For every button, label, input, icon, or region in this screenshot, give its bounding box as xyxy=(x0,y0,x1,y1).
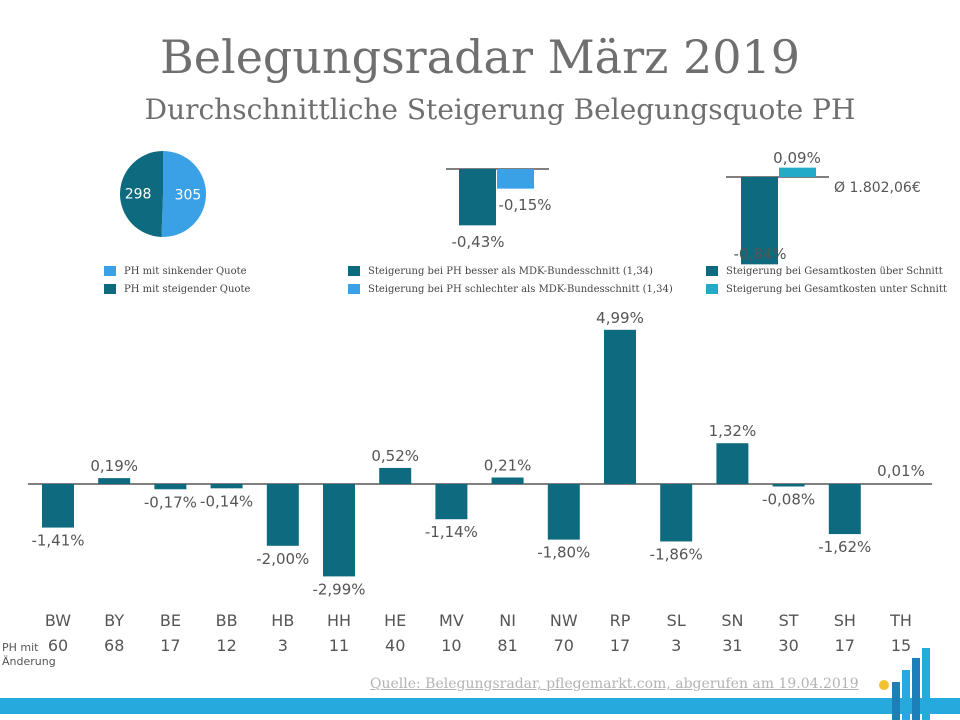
category-label: NW xyxy=(550,611,578,630)
bar-value-label: 1,32% xyxy=(709,422,757,440)
ph-count: 17 xyxy=(835,636,855,655)
category-label: SH xyxy=(834,611,856,630)
ph-count: 3 xyxy=(278,636,288,655)
bar-value-label: -1,14% xyxy=(425,523,478,541)
bar xyxy=(828,484,861,535)
kosten-bar xyxy=(779,167,816,177)
bar-value-label: 0,21% xyxy=(484,457,532,475)
category-label: NI xyxy=(499,611,516,630)
bar xyxy=(266,484,299,546)
category-label: BB xyxy=(216,611,238,630)
bar-value-label: -1,62% xyxy=(818,538,871,556)
mdk-value-label: -0,15% xyxy=(498,196,551,214)
bar-value-label: -1,41% xyxy=(31,532,84,550)
category-label: SN xyxy=(721,611,743,630)
ph-count: 17 xyxy=(160,636,180,655)
bar xyxy=(42,484,74,528)
bar-value-label: 0,52% xyxy=(371,447,419,465)
footer-stripe xyxy=(0,698,960,714)
bar xyxy=(435,484,468,520)
bar xyxy=(604,329,636,484)
legend-swatch xyxy=(348,266,360,276)
source-link[interactable]: Quelle: Belegungsradar, pflegemarkt.com,… xyxy=(370,676,859,692)
bar-value-label: 4,99% xyxy=(596,309,644,327)
chart-subtitle: Durchschnittliche Steigerung Belegungsqu… xyxy=(144,93,856,126)
kosten-avg-label: Ø 1.802,06€ xyxy=(834,180,921,196)
legend-swatch xyxy=(104,266,116,276)
legend-swatch xyxy=(706,266,718,276)
legend-swatch xyxy=(104,284,116,294)
legend-swatch xyxy=(706,284,718,294)
bar xyxy=(379,467,412,484)
legend-label: PH mit sinkender Quote xyxy=(124,265,247,277)
pie-slice-label: 298 xyxy=(125,187,152,203)
ph-count: 17 xyxy=(610,636,630,655)
legend-label: Steigerung bei PH besser als MDK-Bundess… xyxy=(368,265,653,277)
ph-count: 11 xyxy=(329,636,349,655)
category-label: HH xyxy=(327,611,351,630)
bar-value-label: 0,01% xyxy=(877,462,925,480)
bar xyxy=(98,478,131,484)
category-label: BW xyxy=(45,611,71,630)
chart-title: Belegungsradar März 2019 xyxy=(159,30,801,84)
kosten-value-label: 0,09% xyxy=(773,149,821,167)
legend-item-kosten-ueber: Steigerung bei Gesamtkosten über Schnitt xyxy=(706,264,943,278)
legend-label: Steigerung bei PH schlechter als MDK-Bun… xyxy=(368,283,673,295)
legend-item-ph-steigend: PH mit steigender Quote xyxy=(104,282,250,296)
kosten-bar xyxy=(741,177,778,265)
ph-count: 30 xyxy=(778,636,798,655)
bar-value-label: -0,17% xyxy=(144,493,197,511)
bar xyxy=(323,484,355,577)
bar xyxy=(547,484,580,540)
ph-count: 40 xyxy=(385,636,405,655)
category-label: RP xyxy=(610,611,631,630)
pie-slice xyxy=(161,151,206,237)
legend-label: Steigerung bei Gesamtkosten über Schnitt xyxy=(726,265,943,277)
legend-label: PH mit steigender Quote xyxy=(124,283,251,295)
legend-item-mdk-schlechter: Steigerung bei PH schlechter als MDK-Bun… xyxy=(348,282,673,296)
category-label: SL xyxy=(667,611,686,630)
category-label: HE xyxy=(384,611,406,630)
mdk-value-label: -0,43% xyxy=(451,233,504,251)
category-label: BE xyxy=(160,611,181,630)
bar xyxy=(716,443,749,484)
kosten-value-label: -0,84% xyxy=(733,245,786,263)
ph-count: 68 xyxy=(104,636,124,655)
category-label: TH xyxy=(889,611,912,630)
bar-value-label: -0,08% xyxy=(762,490,815,508)
pie-slice xyxy=(120,151,163,237)
legend-item-ph-sinkend: PH mit sinkender Quote xyxy=(104,264,247,278)
mdk-bar xyxy=(459,169,496,226)
legend-item-kosten-unter: Steigerung bei Gesamtkosten unter Schnit… xyxy=(706,282,947,296)
mdk-bar xyxy=(497,169,534,189)
category-label: BY xyxy=(104,611,124,630)
bar-value-label: -2,00% xyxy=(256,550,309,568)
bar xyxy=(772,484,805,487)
bar xyxy=(154,484,187,490)
ph-count-label: PH mit Änderung xyxy=(2,641,56,668)
bar-value-label: -1,86% xyxy=(650,545,703,563)
legend-item-mdk-besser: Steigerung bei PH besser als MDK-Bundess… xyxy=(348,264,653,278)
category-label: MV xyxy=(439,611,464,630)
bar xyxy=(660,484,693,542)
bar xyxy=(491,477,524,484)
footer-bar xyxy=(0,698,960,714)
logo-icon xyxy=(879,648,930,720)
ph-count: 31 xyxy=(722,636,742,655)
ph-count: 70 xyxy=(554,636,574,655)
bar-value-label: -0,14% xyxy=(200,492,253,510)
ph-count: 3 xyxy=(671,636,681,655)
bar-value-label: -2,99% xyxy=(312,580,365,598)
bar-value-label: 0,19% xyxy=(90,457,138,475)
bar xyxy=(210,484,243,489)
ph-count: 12 xyxy=(216,636,236,655)
category-label: ST xyxy=(779,611,799,630)
pie-slice-label: 305 xyxy=(175,187,202,203)
ph-count: 10 xyxy=(441,636,461,655)
bar-value-label: -1,80% xyxy=(537,544,590,562)
category-label: HB xyxy=(271,611,294,630)
legend-swatch xyxy=(348,284,360,294)
legend-label: Steigerung bei Gesamtkosten unter Schnit… xyxy=(726,283,947,295)
ph-count: 81 xyxy=(497,636,517,655)
